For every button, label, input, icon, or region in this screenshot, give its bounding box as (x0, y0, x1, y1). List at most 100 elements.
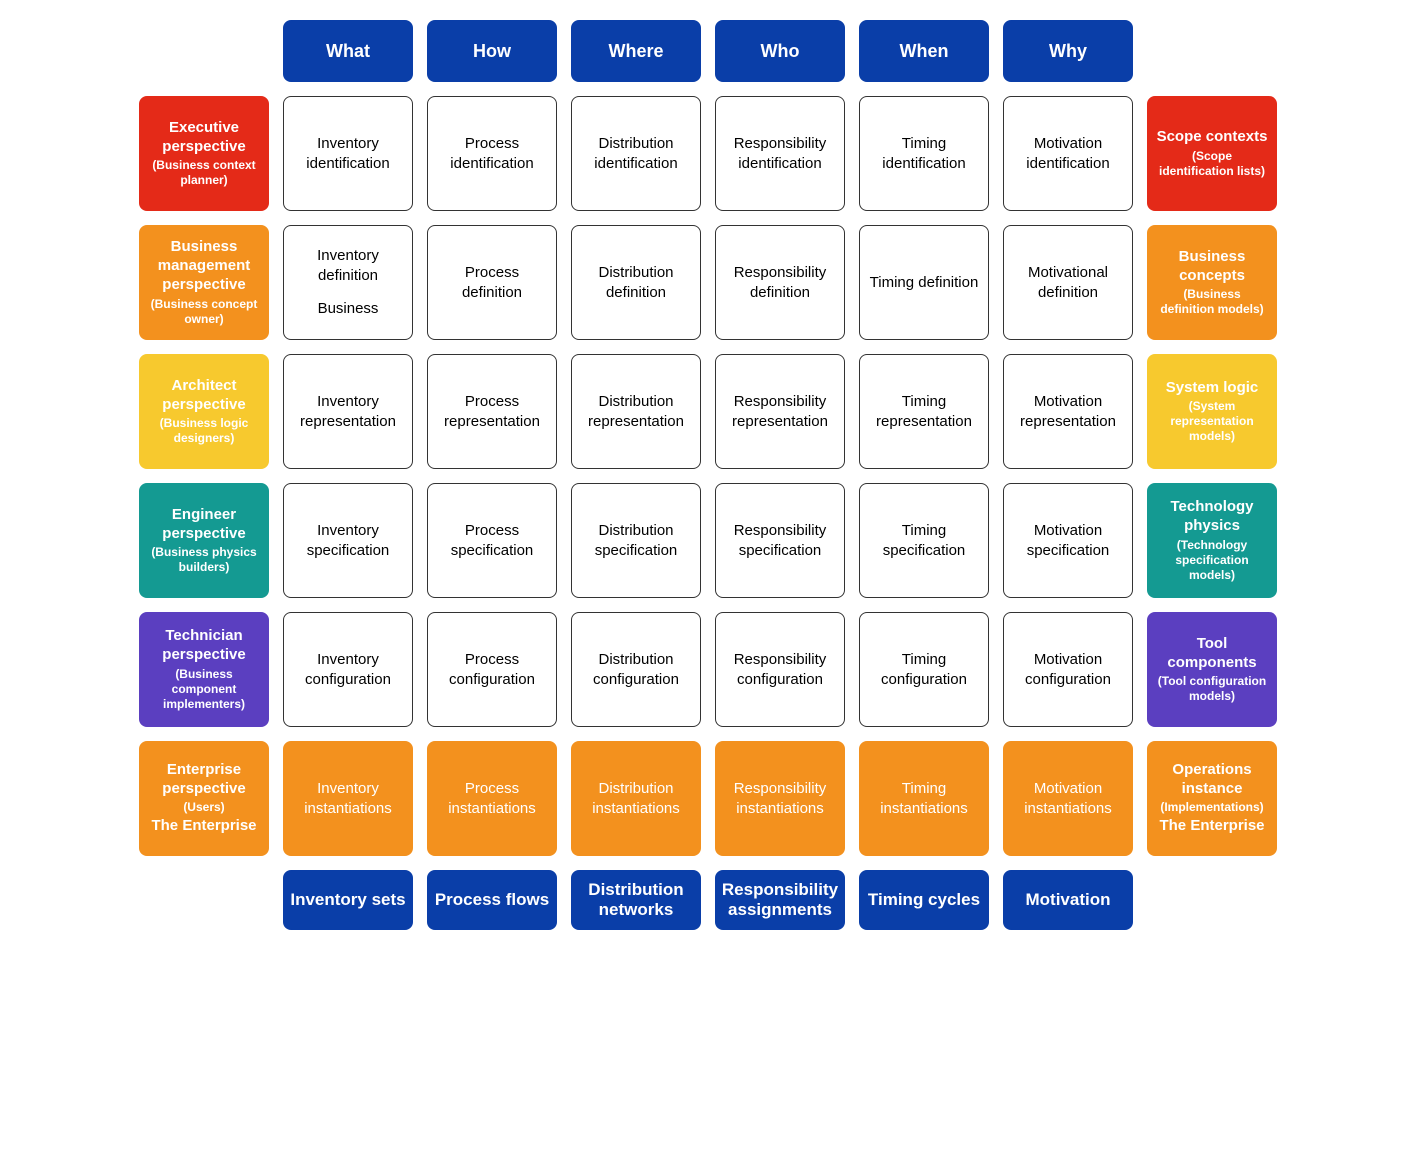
cell-line1-2-4: Timing (902, 392, 946, 412)
cell-line2-3-5: specification (1027, 541, 1110, 561)
cell-5-1: Processinstantiations (427, 741, 557, 856)
cell-line1-4-1: Process (465, 650, 519, 670)
cell-0-1: Processidentification (427, 96, 557, 211)
cell-line1-3-2: Distribution (598, 521, 673, 541)
spacer-top-right (1147, 20, 1277, 82)
row-right-subtitle-5: (Implementations) (1160, 800, 1263, 815)
cell-4-2: Distributionconfiguration (571, 612, 701, 727)
cell-line1-0-2: Distribution (598, 134, 673, 154)
spacer-bottom-right (1147, 870, 1277, 930)
row-left-subtitle-3: (Business physics builders) (147, 545, 261, 575)
cell-line1-5-4: Timing (902, 779, 946, 799)
cell-line2-0-0: identification (306, 154, 389, 174)
cell-line2-5-1: instantiations (448, 799, 536, 819)
cell-1-5: Motivationaldefinition (1003, 225, 1133, 340)
row-right-subtitle-2: (System representation models) (1155, 399, 1269, 444)
col-footer-2: Distribution networks (571, 870, 701, 930)
cell-line1-3-3: Responsibility (734, 521, 827, 541)
col-header-label-4: When (900, 41, 949, 62)
cell-line1-5-3: Responsibility (734, 779, 827, 799)
col-header-3: Who (715, 20, 845, 82)
row-right-title-1: Business concepts (1155, 248, 1269, 286)
col-header-0: What (283, 20, 413, 82)
cell-3-0: Inventoryspecification (283, 483, 413, 598)
cell-line2-5-3: instantiations (736, 799, 824, 819)
cell-line2-1-5: definition (1038, 283, 1098, 303)
cell-line2-5-2: instantiations (592, 799, 680, 819)
cell-line2-4-3: configuration (737, 670, 823, 690)
cell-0-3: Responsibilityidentification (715, 96, 845, 211)
col-header-4: When (859, 20, 989, 82)
cell-line1-1-3: Responsibility (734, 263, 827, 283)
cell-line1-4-2: Distribution (598, 650, 673, 670)
row-right-3: Technology physics(Technology specificat… (1147, 483, 1277, 598)
col-footer-label-3: Responsibility assignments (721, 880, 839, 921)
row-left-subtitle-4: (Business component implementers) (147, 667, 261, 712)
row-right-title-4: Tool components (1155, 635, 1269, 673)
cell-line1-4-3: Responsibility (734, 650, 827, 670)
cell-1-2: Distributiondefinition (571, 225, 701, 340)
col-header-label-3: Who (761, 41, 800, 62)
cell-line1-3-1: Process (465, 521, 519, 541)
cell-3-5: Motivationspecification (1003, 483, 1133, 598)
cell-3-3: Responsibilityspecification (715, 483, 845, 598)
cell-2-0: Inventoryrepresentation (283, 354, 413, 469)
row-left-subtitle-2: (Business logic designers) (147, 416, 261, 446)
cell-line1-2-3: Responsibility (734, 392, 827, 412)
cell-line1-0-0: Inventory (317, 134, 379, 154)
row-right-extra-5: The Enterprise (1159, 817, 1264, 836)
col-footer-label-4: Timing cycles (868, 890, 980, 910)
col-header-label-0: What (326, 41, 370, 62)
row-left-extra-5: The Enterprise (151, 817, 256, 836)
row-left-title-3: Engineer perspective (147, 506, 261, 544)
row-right-4: Tool components(Tool configuration model… (1147, 612, 1277, 727)
row-left-0: Executive perspective(Business context p… (139, 96, 269, 211)
col-header-2: Where (571, 20, 701, 82)
cell-5-4: Timinginstantiations (859, 741, 989, 856)
cell-line2-0-1: identification (450, 154, 533, 174)
col-footer-label-5: Motivation (1026, 890, 1111, 910)
col-footer-label-1: Process flows (435, 890, 549, 910)
col-footer-1: Process flows (427, 870, 557, 930)
cell-0-5: Motivationidentification (1003, 96, 1133, 211)
cell-line2-2-3: representation (732, 412, 828, 432)
row-left-subtitle-5: (Users) (183, 800, 224, 815)
row-left-title-1: Business management perspective (147, 238, 261, 294)
col-header-label-5: Why (1049, 41, 1087, 62)
cell-line1-2-5: Motivation (1034, 392, 1102, 412)
cell-4-1: Processconfiguration (427, 612, 557, 727)
cell-line2-1-1: definition (462, 283, 522, 303)
cell-line2-2-0: representation (300, 412, 396, 432)
cell-line2-3-4: specification (883, 541, 966, 561)
cell-line2-3-0: specification (307, 541, 390, 561)
cell-line2-3-3: specification (739, 541, 822, 561)
cell-2-4: Timingrepresentation (859, 354, 989, 469)
cell-line1-1-5: Motivational (1028, 263, 1108, 283)
spacer-bottom-left (139, 870, 269, 930)
cell-line2-0-3: identification (738, 154, 821, 174)
cell-line2-4-1: configuration (449, 670, 535, 690)
cell-5-5: Motivationinstantiations (1003, 741, 1133, 856)
cell-line1-1-0: Inventory (317, 246, 379, 266)
cell-line2-2-5: representation (1020, 412, 1116, 432)
cell-4-3: Responsibilityconfiguration (715, 612, 845, 727)
row-left-subtitle-0: (Business context planner) (147, 158, 261, 188)
cell-line2-5-4: instantiations (880, 799, 968, 819)
cell-line2-0-2: identification (594, 154, 677, 174)
row-right-subtitle-0: (Scope identification lists) (1155, 149, 1269, 179)
cell-line1-5-0: Inventory (317, 779, 379, 799)
col-header-label-2: Where (608, 41, 663, 62)
row-left-3: Engineer perspective(Business physics bu… (139, 483, 269, 598)
cell-3-2: Distributionspecification (571, 483, 701, 598)
cell-line2-1-2: definition (606, 283, 666, 303)
row-left-title-5: Enterprise perspective (147, 761, 261, 799)
row-right-0: Scope contexts(Scope identification list… (1147, 96, 1277, 211)
cell-line2-2-2: representation (588, 412, 684, 432)
cell-line1-0-1: Process (465, 134, 519, 154)
col-footer-label-0: Inventory sets (290, 890, 405, 910)
row-right-subtitle-4: (Tool configuration models) (1155, 674, 1269, 704)
cell-0-2: Distributionidentification (571, 96, 701, 211)
cell-2-2: Distributionrepresentation (571, 354, 701, 469)
cell-line1-2-2: Distribution (598, 392, 673, 412)
cell-line2-5-0: instantiations (304, 799, 392, 819)
